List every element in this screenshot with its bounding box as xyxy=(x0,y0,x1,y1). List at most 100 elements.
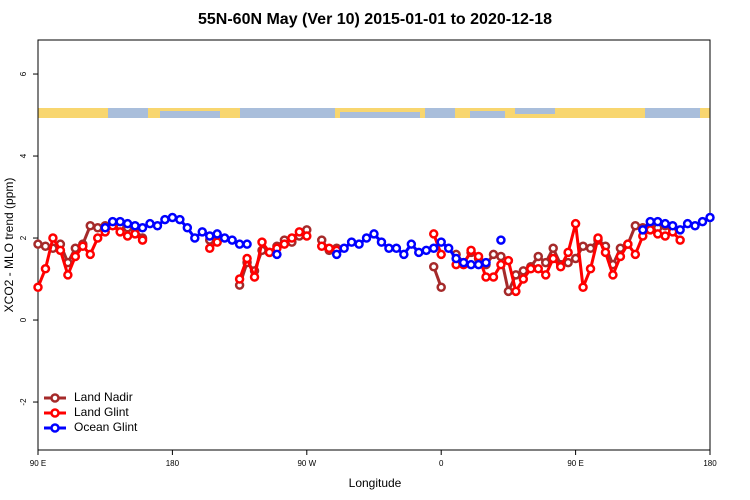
data-point xyxy=(585,243,596,254)
y-tick-label: 4 xyxy=(19,153,28,158)
data-point xyxy=(182,223,193,233)
data-point xyxy=(63,270,73,280)
data-point xyxy=(548,253,558,264)
data-point xyxy=(249,272,260,282)
data-point xyxy=(391,243,402,254)
data-point xyxy=(496,259,506,270)
data-point xyxy=(40,264,51,274)
data-point xyxy=(697,216,708,227)
data-point xyxy=(638,225,648,235)
data-point xyxy=(540,270,551,280)
data-point xyxy=(428,243,439,254)
data-point xyxy=(361,233,372,243)
data-point xyxy=(324,243,334,254)
map-strip xyxy=(38,108,710,118)
data-point xyxy=(48,233,58,243)
x-tick-label: 0 xyxy=(439,459,444,468)
data-point xyxy=(503,286,514,297)
data-point xyxy=(339,243,349,254)
data-point xyxy=(488,272,499,282)
data-point xyxy=(219,233,230,243)
data-point xyxy=(107,216,118,227)
data-point xyxy=(316,241,327,251)
y-tick-label: -2 xyxy=(19,398,28,406)
data-point xyxy=(540,257,551,268)
data-point xyxy=(70,251,81,262)
data-point xyxy=(563,257,573,268)
data-point xyxy=(675,235,685,245)
data-point xyxy=(466,259,476,270)
data-point xyxy=(585,264,596,274)
data-point xyxy=(92,223,103,233)
data-point xyxy=(496,251,506,262)
data-point xyxy=(630,220,641,231)
data-point xyxy=(443,243,454,254)
data-point xyxy=(257,237,267,247)
data-point xyxy=(660,218,670,229)
legend-label: Ocean Glint xyxy=(74,420,138,434)
data-point xyxy=(152,220,163,231)
data-point xyxy=(40,241,51,251)
data-point xyxy=(652,216,663,227)
legend-label: Land Glint xyxy=(74,405,129,419)
data-point xyxy=(652,229,663,239)
data-point xyxy=(518,274,529,284)
data-point xyxy=(555,261,566,272)
data-point xyxy=(473,251,484,262)
data-point xyxy=(92,233,103,243)
data-point xyxy=(242,253,252,264)
data-point xyxy=(406,239,417,249)
data-point xyxy=(145,218,155,229)
data-point xyxy=(623,239,633,249)
data-point xyxy=(630,249,641,260)
x-tick-label: 90 E xyxy=(567,459,583,468)
data-point xyxy=(175,214,185,225)
legend-marker xyxy=(50,408,60,418)
data-point xyxy=(533,251,544,262)
data-point xyxy=(608,270,618,280)
data-point xyxy=(234,239,245,249)
legend-label: Land Nadir xyxy=(74,390,133,404)
x-tick-label: 180 xyxy=(703,459,717,468)
data-point xyxy=(197,227,208,237)
data-point xyxy=(645,216,656,227)
data-point xyxy=(399,249,409,260)
data-point xyxy=(115,216,125,227)
data-point xyxy=(436,282,446,292)
data-point xyxy=(78,241,88,251)
data-point xyxy=(428,261,439,272)
data-point xyxy=(436,249,446,260)
data-point xyxy=(115,227,125,237)
data-point xyxy=(511,286,521,297)
data-point xyxy=(264,247,275,258)
data-point xyxy=(503,255,514,266)
data-point xyxy=(294,227,305,237)
data-point xyxy=(481,257,491,268)
data-point xyxy=(376,237,387,247)
data-point xyxy=(578,241,588,251)
data-point xyxy=(212,229,222,239)
data-point xyxy=(548,243,558,254)
chart-title: 55N-60N May (Ver 10) 2015-01-01 to 2020-… xyxy=(198,11,552,28)
data-point xyxy=(55,245,66,256)
data-point xyxy=(451,253,461,264)
data-point xyxy=(354,239,364,249)
data-point xyxy=(481,272,491,282)
data-point xyxy=(675,225,685,235)
data-point xyxy=(563,247,573,258)
data-point xyxy=(85,249,96,260)
data-point xyxy=(122,218,133,229)
data-point xyxy=(212,237,222,247)
data-point xyxy=(645,225,656,235)
data-point xyxy=(533,264,544,274)
data-point xyxy=(436,237,446,247)
data-point xyxy=(33,282,43,292)
data-point xyxy=(346,237,357,247)
data-point xyxy=(705,212,715,223)
data-point xyxy=(130,220,140,231)
data-point xyxy=(466,245,476,256)
data-point xyxy=(234,274,245,284)
data-point xyxy=(33,239,43,249)
